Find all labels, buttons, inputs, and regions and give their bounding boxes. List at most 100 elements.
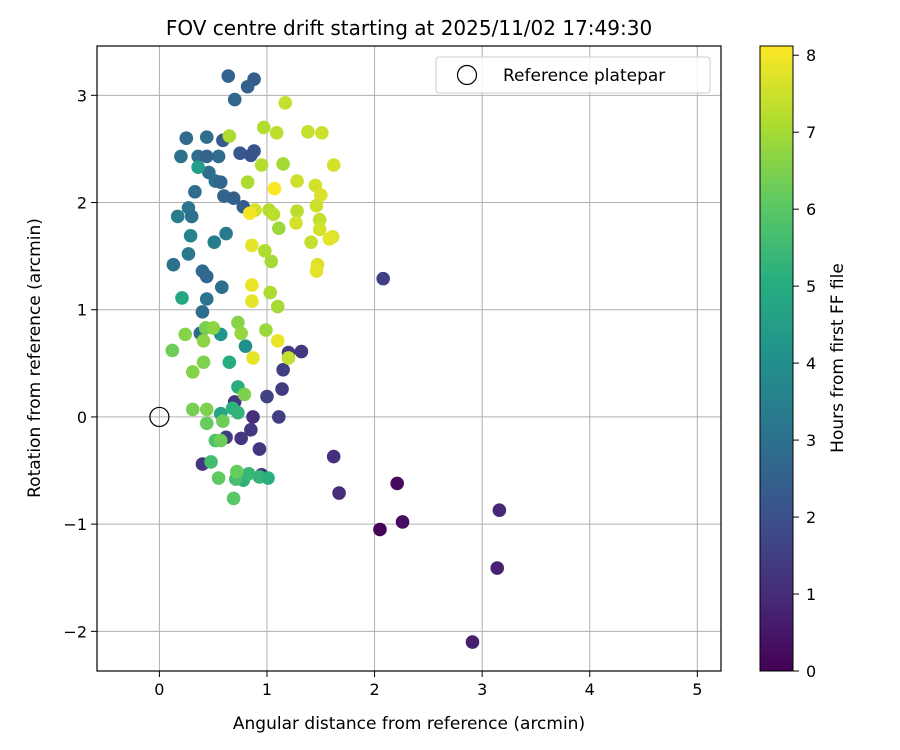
y-tick-label: 0: [77, 408, 87, 427]
data-point: [261, 471, 275, 485]
x-tick-label: 4: [585, 680, 595, 699]
data-point: [199, 130, 214, 144]
y-tick-label: 1: [77, 301, 87, 320]
y-tick-label: 3: [77, 86, 87, 105]
colorbar-tick-label: 8: [806, 46, 816, 65]
data-point: [289, 216, 303, 230]
data-point: [465, 635, 480, 649]
data-point: [266, 207, 281, 222]
data-point: [211, 149, 226, 164]
data-point: [207, 235, 222, 249]
x-tick-label: 3: [477, 680, 487, 699]
data-points: [165, 69, 507, 649]
reference-platepar-marker: [149, 406, 170, 428]
data-point: [191, 160, 205, 174]
data-point: [272, 410, 286, 424]
data-point: [170, 209, 185, 224]
data-point: [301, 124, 315, 139]
data-point: [245, 238, 259, 253]
data-point: [185, 365, 200, 379]
data-point: [312, 212, 327, 227]
data-point: [216, 414, 230, 429]
data-point: [237, 387, 252, 402]
data-point: [181, 247, 196, 261]
data-point: [183, 228, 198, 243]
data-point: [227, 92, 242, 107]
data-point: [309, 264, 324, 278]
data-point: [234, 431, 248, 446]
data-point: [238, 339, 253, 353]
data-point: [240, 175, 255, 189]
colorbar-ticks: 0 1 2 3 4 5 6 7 8: [793, 46, 816, 681]
data-point: [242, 206, 257, 221]
data-point: [260, 389, 274, 404]
data-point: [188, 184, 202, 199]
data-point: [204, 455, 218, 469]
y-tick-label: −1: [63, 515, 87, 534]
data-point: [185, 402, 200, 417]
data-point: [256, 120, 271, 135]
data-point: [165, 343, 180, 358]
data-point: [199, 416, 214, 431]
data-point: [230, 464, 244, 479]
data-point: [206, 321, 220, 335]
data-point: [290, 204, 304, 218]
data-point: [221, 69, 236, 83]
data-point: [226, 191, 241, 206]
data-point: [240, 79, 255, 94]
data-point: [213, 433, 228, 448]
data-point: [196, 355, 211, 370]
data-point: [313, 188, 328, 202]
plot-frame: [96, 45, 722, 672]
data-point: [179, 131, 194, 145]
data-point: [270, 334, 285, 348]
colorbar-label: Hours from first FF file: [828, 263, 848, 453]
data-point: [199, 402, 214, 417]
legend-marker-icon: [456, 64, 478, 86]
legend-label: Reference platepar: [503, 66, 665, 86]
data-point: [231, 405, 245, 420]
data-point: [234, 326, 248, 341]
y-tick-label: 2: [77, 194, 87, 213]
data-point: [309, 198, 324, 213]
x-tick-label: 2: [369, 680, 379, 699]
data-point: [326, 449, 341, 464]
data-point: [226, 491, 241, 506]
y-tick-label: −2: [63, 622, 87, 641]
x-tick-label: 5: [692, 680, 702, 699]
data-point: [492, 503, 507, 517]
x-tick-label: 1: [262, 680, 272, 699]
data-point: [219, 226, 233, 241]
data-point: [278, 96, 293, 110]
data-point: [326, 158, 341, 172]
data-point: [245, 294, 259, 308]
colorbar-tick-label: 4: [806, 354, 816, 373]
legend: Reference platepar: [435, 56, 711, 94]
data-point: [222, 129, 237, 143]
chart-title: FOV centre drift starting at 2025/11/02 …: [166, 16, 652, 40]
data-point: [267, 181, 282, 196]
data-point: [258, 243, 272, 258]
grid: [97, 46, 721, 671]
x-tick-label: 0: [154, 680, 164, 699]
data-point: [332, 486, 346, 500]
data-point: [270, 299, 285, 314]
colorbar-tick-label: 5: [806, 277, 816, 296]
data-point: [263, 285, 278, 300]
data-point: [213, 175, 228, 189]
colorbar-tick-label: 0: [806, 662, 816, 681]
data-point: [222, 355, 237, 370]
reference-point: [149, 406, 170, 428]
data-point: [272, 221, 286, 236]
colorbar-tick-label: 3: [806, 431, 816, 450]
data-point: [166, 257, 181, 272]
data-point: [211, 471, 226, 485]
data-point: [275, 382, 289, 396]
data-point: [174, 149, 188, 164]
data-point: [245, 278, 259, 292]
data-point: [376, 271, 390, 286]
data-point: [269, 126, 284, 140]
colorbar-tick-label: 6: [806, 200, 816, 219]
data-point: [175, 291, 189, 305]
